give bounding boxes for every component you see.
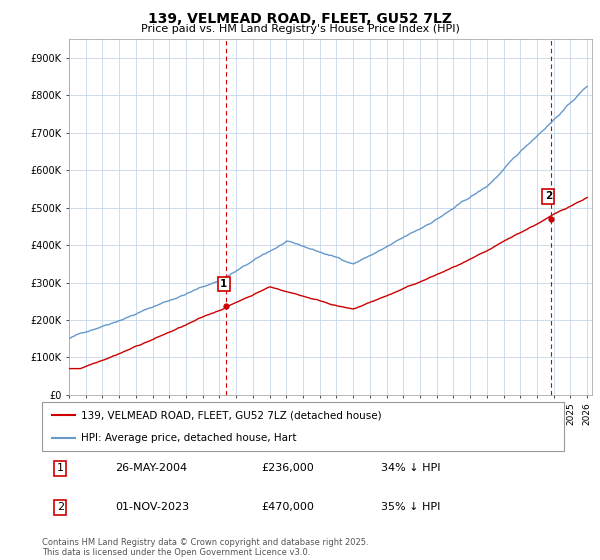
Text: 1: 1 <box>57 464 64 473</box>
Text: 26-MAY-2004: 26-MAY-2004 <box>115 464 187 473</box>
Text: Contains HM Land Registry data © Crown copyright and database right 2025.
This d: Contains HM Land Registry data © Crown c… <box>42 538 368 557</box>
Text: 35% ↓ HPI: 35% ↓ HPI <box>382 502 440 512</box>
Text: 139, VELMEAD ROAD, FLEET, GU52 7LZ (detached house): 139, VELMEAD ROAD, FLEET, GU52 7LZ (deta… <box>81 410 382 420</box>
Text: HPI: Average price, detached house, Hart: HPI: Average price, detached house, Hart <box>81 433 296 442</box>
Text: 01-NOV-2023: 01-NOV-2023 <box>115 502 189 512</box>
Text: 34% ↓ HPI: 34% ↓ HPI <box>382 464 441 473</box>
Text: 1: 1 <box>220 279 227 289</box>
Text: 2: 2 <box>57 502 64 512</box>
Text: £236,000: £236,000 <box>261 464 314 473</box>
FancyBboxPatch shape <box>42 402 564 451</box>
Text: Price paid vs. HM Land Registry's House Price Index (HPI): Price paid vs. HM Land Registry's House … <box>140 24 460 34</box>
Text: 2: 2 <box>545 192 552 202</box>
Text: £470,000: £470,000 <box>261 502 314 512</box>
Text: 139, VELMEAD ROAD, FLEET, GU52 7LZ: 139, VELMEAD ROAD, FLEET, GU52 7LZ <box>148 12 452 26</box>
